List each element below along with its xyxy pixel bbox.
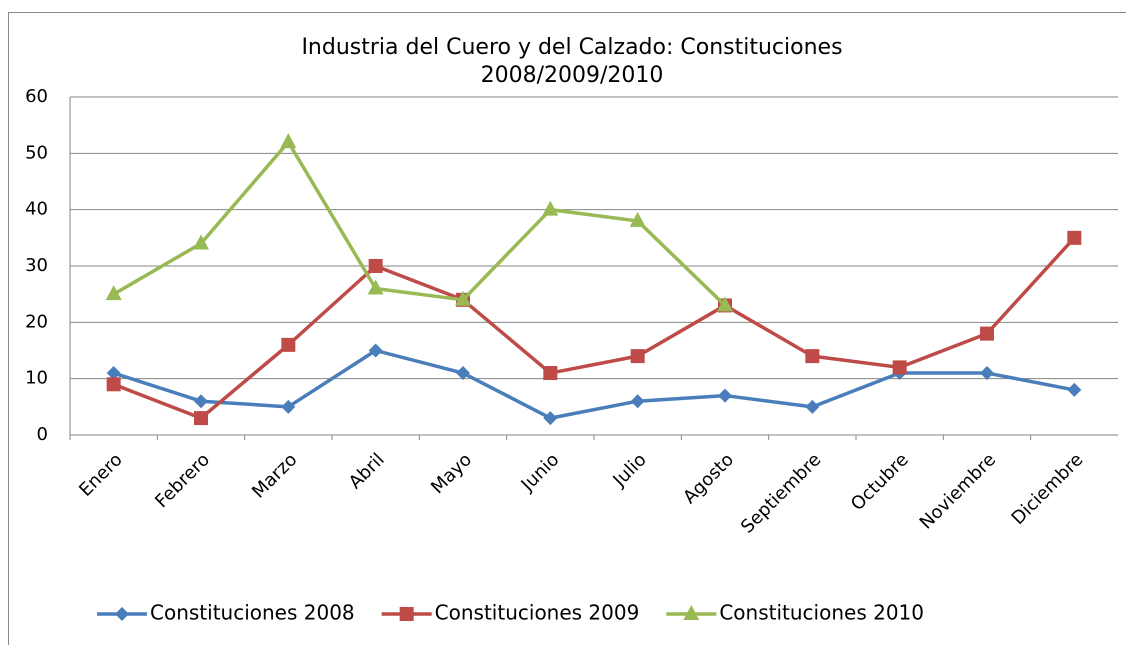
- data-point: [368, 343, 383, 358]
- x-tick-label: Octubre: [847, 449, 913, 515]
- legend-marker: [399, 607, 414, 621]
- data-point: [105, 285, 122, 301]
- y-tick-label: 30: [25, 255, 48, 276]
- data-point: [280, 133, 297, 149]
- data-point: [980, 326, 994, 341]
- x-tick-label: Julio: [608, 449, 650, 491]
- y-tick-label: 60: [25, 86, 48, 107]
- data-point: [1067, 382, 1082, 397]
- legend-label: Constituciones 2008: [150, 601, 355, 625]
- data-point: [106, 377, 121, 392]
- legend-marker: [683, 605, 700, 620]
- x-tick-label: Marzo: [248, 449, 301, 502]
- data-point: [630, 349, 645, 364]
- y-tick-label: 40: [25, 199, 48, 220]
- data-point: [718, 388, 732, 403]
- x-tick-label: Agosto: [679, 449, 738, 508]
- data-point: [455, 290, 471, 306]
- data-point: [542, 200, 559, 216]
- series-line: [113, 236, 1076, 420]
- legend-label: Constituciones 2009: [435, 601, 640, 625]
- data-point: [456, 366, 470, 381]
- x-tick-label: Junio: [517, 449, 564, 496]
- y-tick-label: 0: [37, 424, 48, 445]
- legend-label: Constituciones 2010: [719, 601, 924, 625]
- x-tick-label: Diciembre: [1008, 449, 1088, 529]
- data-point: [194, 394, 208, 409]
- x-tick-label: Noviembre: [916, 449, 1000, 533]
- x-tick-label: Enero: [75, 449, 127, 501]
- x-tick-label: Abril: [345, 449, 389, 493]
- series-line: [112, 140, 727, 307]
- data-point: [281, 399, 296, 414]
- data-point: [805, 349, 820, 364]
- y-tick-label: 10: [25, 368, 48, 389]
- chart-title: Industria del Cuero y del Calzado: Const…: [301, 35, 843, 88]
- data-point: [630, 394, 645, 409]
- data-point: [1067, 230, 1082, 245]
- y-tick-label: 20: [25, 311, 48, 332]
- data-point: [717, 296, 733, 312]
- data-point: [805, 399, 820, 414]
- data-point: [980, 366, 994, 381]
- y-tick-label: 50: [25, 142, 48, 163]
- data-point: [106, 366, 121, 381]
- x-tick-label: Mayo: [427, 449, 476, 498]
- data-point: [281, 337, 296, 352]
- chart-frame: [8, 12, 1126, 645]
- data-point: [543, 366, 558, 381]
- data-point: [193, 234, 209, 250]
- data-point: [194, 411, 208, 426]
- data-point: [367, 279, 384, 295]
- series-line: [113, 348, 1075, 420]
- legend-marker: [115, 607, 129, 621]
- data-point: [543, 411, 558, 426]
- data-point: [629, 211, 646, 227]
- data-point: [892, 360, 907, 375]
- data-point: [368, 259, 383, 273]
- x-tick-label: Septiembre: [737, 449, 825, 537]
- x-tick-label: Febrero: [151, 449, 214, 512]
